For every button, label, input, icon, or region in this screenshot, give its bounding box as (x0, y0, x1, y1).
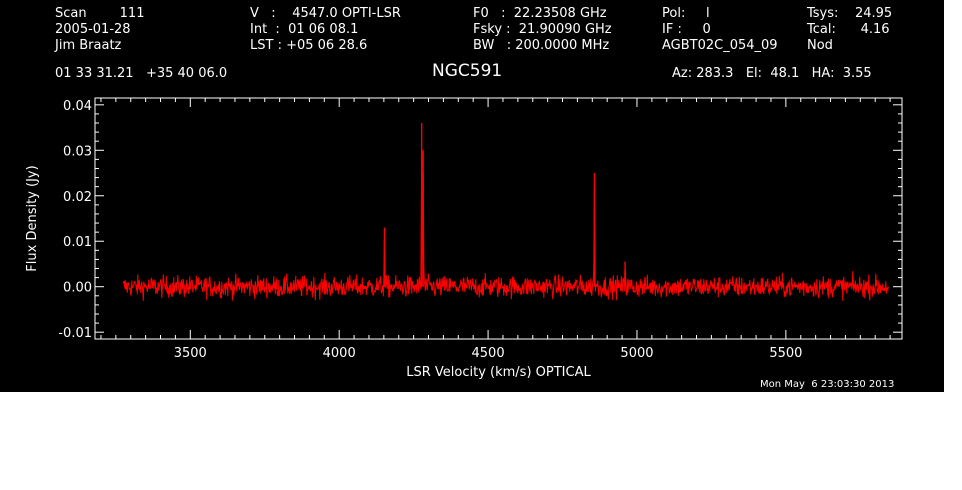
y-tick-label: 0.04 (63, 99, 92, 114)
timestamp: Mon May 6 23:03:30 2013 (760, 379, 895, 390)
plot-frame (94, 97, 903, 340)
header-polarization: Pol: l (662, 6, 710, 21)
plot-panel: Scan 111 2005-01-28 Jim Braatz V : 4547.… (0, 0, 944, 392)
header-tcal: Tcal: 4.16 (807, 22, 890, 37)
chart-title: NGC591 (432, 61, 503, 81)
header-project: AGBT02C_054_09 (662, 38, 778, 53)
header-integration: Int : 01 06 08.1 (250, 22, 359, 37)
x-tick-label: 4500 (472, 346, 505, 361)
header-fsky: Fsky : 21.90090 GHz (473, 22, 612, 37)
header-coordinates: 01 33 31.21 +35 40 06.0 (55, 66, 228, 81)
header-f0: F0 : 22.23508 GHz (473, 6, 607, 21)
header-procedure: Nod (807, 38, 833, 53)
spectrum-trace (122, 123, 889, 301)
y-tick-label: -0.01 (58, 326, 92, 341)
chart-svg: 3500 4000 4500 5000 5500 -0.01 0.00 0.01 0.02 0.0… (25, 97, 903, 380)
x-tick-label: 4000 (323, 346, 356, 361)
y-tick-label: 0.00 (63, 281, 92, 296)
header-lst: LST : +05 06 28.6 (250, 38, 368, 53)
x-tick-label: 5000 (620, 346, 653, 361)
header-bandwidth: BW : 200.0000 MHz (473, 38, 610, 53)
y-tick-label: 0.01 (63, 235, 92, 250)
header-velocity: V : 4547.0 OPTI-LSR (250, 6, 401, 21)
axis-labels: 3500 4000 4500 5000 5500 -0.01 0.00 0.01 0.02 0.0… (25, 99, 802, 380)
y-tick-label: 0.02 (63, 190, 92, 205)
header-tsys: Tsys: 24.95 (807, 6, 893, 21)
y-tick-label: 0.03 (63, 144, 92, 159)
spectrum-line (122, 149, 889, 301)
header-observer: Jim Braatz (55, 38, 122, 53)
x-tick-label: 5500 (769, 346, 802, 361)
header-az-el-ha: Az: 283.3 El: 48.1 HA: 3.55 (672, 66, 872, 81)
y-axis-label: Flux Density (Jy) (25, 165, 40, 271)
x-tick-label: 3500 (174, 346, 207, 361)
axis-ticks (95, 98, 902, 339)
x-axis-label: LSR Velocity (km/s) OPTICAL (406, 365, 591, 380)
header-date: 2005-01-28 (55, 22, 131, 37)
header-if: IF : 0 (662, 22, 711, 37)
header-scan: Scan 111 (55, 6, 145, 21)
